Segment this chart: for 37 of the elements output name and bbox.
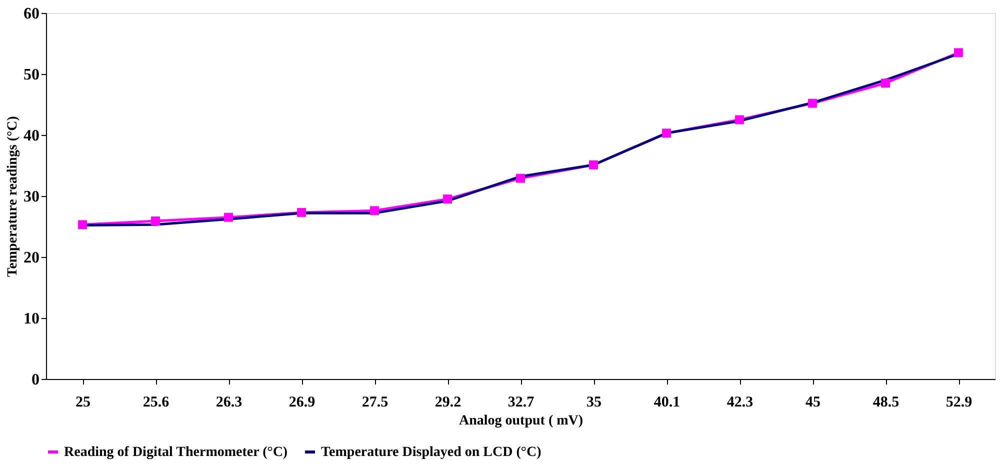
- point: [224, 212, 233, 222]
- x-tick-label: 32.7: [508, 394, 535, 410]
- point: [443, 194, 452, 204]
- x-tick-label: 25.6: [142, 394, 170, 410]
- x-tick-label: 29.2: [434, 394, 462, 410]
- x-tick-label: 26.9: [288, 394, 316, 410]
- point: [662, 128, 671, 138]
- y-tick-label: 40: [24, 128, 40, 144]
- y-tick-label: 20: [24, 250, 40, 266]
- point: [735, 115, 744, 124]
- y-tick-label: 50: [24, 66, 40, 84]
- point: [516, 174, 525, 183]
- x-axis-title: Analog output ( mV): [458, 414, 584, 428]
- legend-label: Temperature Displayed on LCD (°C): [321, 445, 542, 460]
- x-tick-label: 25: [76, 394, 90, 410]
- x-tick-label: 45: [806, 394, 820, 410]
- point: [881, 78, 890, 88]
- legend-label: Reading of Digital Thermometer (°C): [64, 445, 288, 460]
- point: [78, 220, 87, 230]
- y-tick-label: 30: [24, 188, 40, 206]
- point: [370, 206, 379, 216]
- x-tick-label: 48.5: [872, 394, 900, 410]
- x-tick-label: 42.3: [726, 394, 754, 410]
- x-tick-label: 26.3: [216, 394, 242, 410]
- x-tick-label: 40.1: [654, 394, 680, 410]
- point: [808, 98, 817, 108]
- point: [954, 48, 963, 58]
- y-tick-label: 10: [24, 310, 40, 328]
- x-tick-label: 27.5: [362, 394, 388, 410]
- point: [297, 208, 306, 217]
- x-tick-label: 52.9: [946, 394, 972, 410]
- point: [589, 160, 598, 170]
- point: [151, 216, 160, 226]
- y-axis-title: Temperature readings (°C): [6, 116, 20, 277]
- y-tick-label: 60: [24, 6, 40, 22]
- y-tick-label: 0: [32, 372, 40, 388]
- x-tick-label: 35: [586, 394, 602, 410]
